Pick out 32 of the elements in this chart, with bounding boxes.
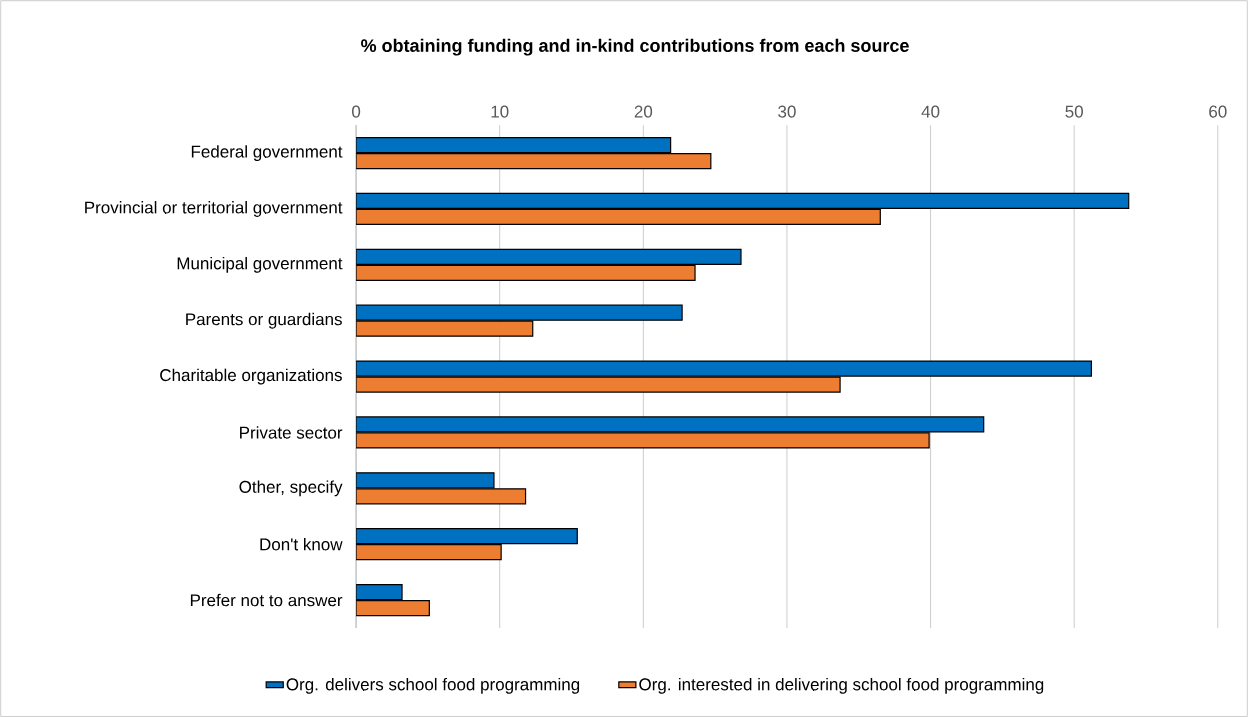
bar — [356, 304, 683, 321]
y-tick-label: Municipal government — [177, 256, 343, 273]
legend-label: Org. delivers school food programming — [286, 677, 580, 694]
y-tick-label: Other, specify — [239, 480, 343, 497]
bar — [356, 599, 430, 617]
bar — [356, 472, 495, 489]
bar — [356, 208, 881, 225]
x-tick-label: 20 — [634, 105, 653, 118]
x-tick-label: 50 — [1065, 105, 1083, 118]
x-tick-label: 0 — [352, 105, 361, 118]
bar — [356, 192, 1130, 209]
y-tick-label: Provincial or territorial government — [85, 200, 343, 217]
y-tick-label: Charitable organizations — [160, 368, 342, 385]
bar — [356, 248, 742, 265]
bar — [356, 136, 672, 154]
y-tick-label: Prefer not to answer — [190, 593, 343, 607]
y-tick-label: Federal government — [191, 145, 343, 161]
x-tick-label: 40 — [921, 105, 940, 118]
bar — [356, 320, 534, 337]
chart-title: % obtaining funding and in-kind contributions from each source — [361, 38, 909, 56]
x-tick-label: 10 — [491, 105, 509, 118]
bar — [356, 152, 712, 170]
y-tick-label: Don't know — [260, 537, 343, 551]
legend-label: Org. interested in delivering school food programming — [639, 677, 1044, 694]
y-tick-label: Private sector — [240, 426, 343, 439]
bar — [356, 264, 696, 281]
x-tick-label: 60 — [1209, 105, 1227, 118]
bar — [356, 544, 502, 561]
bar — [356, 528, 578, 545]
x-tick-label: 30 — [778, 105, 796, 118]
bar — [356, 488, 527, 505]
y-tick-label: Parents or guardians — [186, 312, 342, 329]
